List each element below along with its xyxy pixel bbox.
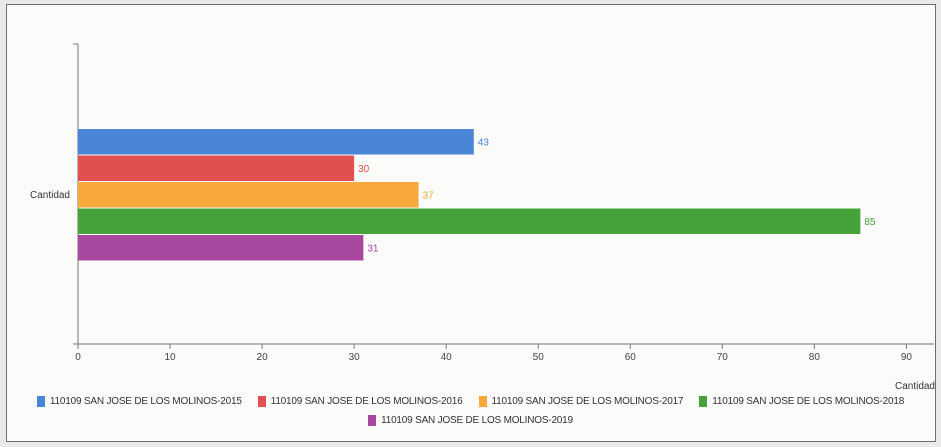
x-tick-label: 70 bbox=[717, 352, 729, 363]
data-label: 31 bbox=[367, 243, 379, 254]
bar bbox=[78, 155, 355, 181]
x-tick-label: 80 bbox=[809, 352, 821, 363]
legend: 110109 SAN JOSE DE LOS MOLINOS-2015 1101… bbox=[0, 396, 941, 434]
x-tick-label: 40 bbox=[441, 352, 453, 363]
legend-item-2015[interactable]: 110109 SAN JOSE DE LOS MOLINOS-2015 bbox=[36, 396, 242, 407]
x-tick-label: 90 bbox=[901, 352, 913, 363]
bar bbox=[78, 182, 419, 208]
legend-row-2: 110109 SAN JOSE DE LOS MOLINOS-2019 bbox=[0, 415, 941, 426]
x-tick-label: 0 bbox=[75, 352, 81, 363]
legend-label: 110109 SAN JOSE DE LOS MOLINOS-2019 bbox=[381, 415, 573, 426]
data-label: 43 bbox=[478, 137, 490, 148]
bar bbox=[78, 235, 364, 261]
legend-swatch bbox=[478, 396, 487, 407]
data-label: 37 bbox=[423, 190, 435, 201]
data-label: 85 bbox=[864, 217, 876, 228]
legend-item-2016[interactable]: 110109 SAN JOSE DE LOS MOLINOS-2016 bbox=[257, 396, 463, 407]
x-tick-label: 50 bbox=[533, 352, 545, 363]
x-axis-ticks: 0 10 20 30 40 50 60 70 80 90 bbox=[75, 344, 912, 363]
bars: 43 30 37 85 31 bbox=[78, 129, 876, 261]
legend-label: 110109 SAN JOSE DE LOS MOLINOS-2017 bbox=[491, 396, 684, 407]
legend-swatch bbox=[368, 415, 377, 426]
legend-swatch bbox=[36, 396, 45, 407]
x-tick-label: 20 bbox=[257, 352, 269, 363]
x-tick-label: 30 bbox=[349, 352, 361, 363]
x-axis-label: Cantidad bbox=[895, 381, 935, 392]
x-tick-label: 60 bbox=[625, 352, 637, 363]
legend-row-1: 110109 SAN JOSE DE LOS MOLINOS-2015 1101… bbox=[0, 396, 941, 407]
legend-item-2018[interactable]: 110109 SAN JOSE DE LOS MOLINOS-2018 bbox=[699, 396, 904, 407]
bar bbox=[78, 208, 861, 234]
bar bbox=[78, 129, 474, 155]
legend-item-2019[interactable]: 110109 SAN JOSE DE LOS MOLINOS-2019 bbox=[368, 415, 573, 426]
x-tick-label: 10 bbox=[164, 352, 176, 363]
data-label: 30 bbox=[358, 164, 370, 175]
legend-swatch bbox=[257, 396, 266, 407]
legend-label: 110109 SAN JOSE DE LOS MOLINOS-2018 bbox=[712, 396, 905, 407]
legend-label: 110109 SAN JOSE DE LOS MOLINOS-2015 bbox=[49, 396, 242, 407]
category-label: Cantidad bbox=[30, 190, 70, 201]
legend-label: 110109 SAN JOSE DE LOS MOLINOS-2016 bbox=[270, 396, 463, 407]
legend-item-2017[interactable]: 110109 SAN JOSE DE LOS MOLINOS-2017 bbox=[478, 396, 684, 407]
legend-swatch bbox=[699, 396, 708, 407]
